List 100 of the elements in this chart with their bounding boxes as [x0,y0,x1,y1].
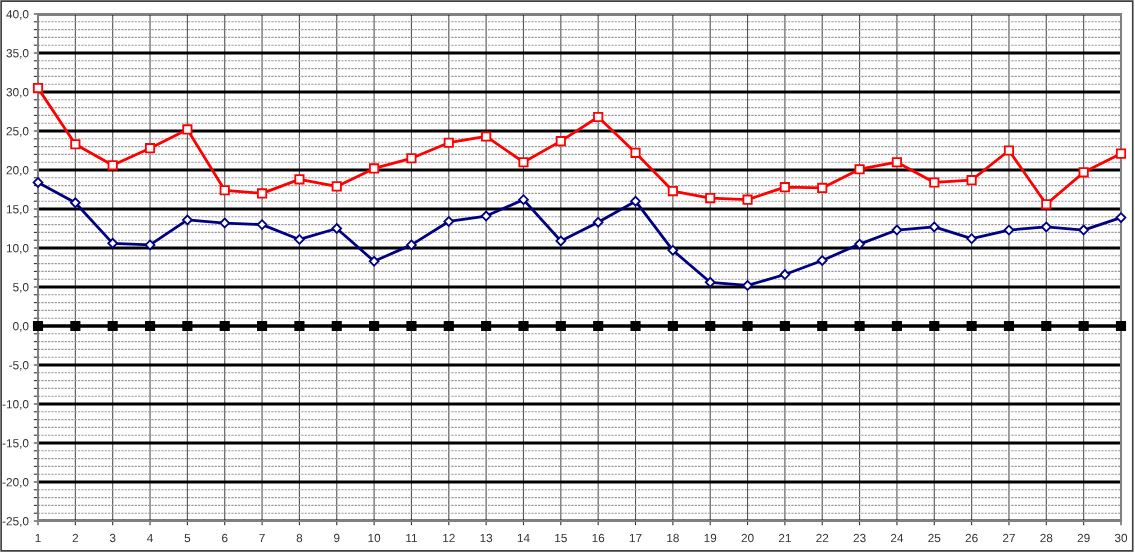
y-tick-label: -5,0 [9,361,29,371]
point [481,131,492,142]
point [1003,224,1015,236]
point [368,255,380,267]
point [555,136,566,147]
point [406,153,417,164]
point [966,175,977,186]
x-tick-label: 13 [480,533,493,543]
y-tick-label: -10,0 [2,400,29,410]
x-tick-label: 1 [35,533,41,543]
point [32,320,44,332]
x-tick-label: 9 [334,533,340,543]
x-tick-label: 25 [928,533,941,543]
point [256,320,268,332]
point [555,235,567,247]
point [667,320,678,332]
point [1003,320,1015,332]
point [966,233,977,244]
x-tick-label: 26 [965,533,978,543]
point [182,320,193,332]
point [779,269,791,280]
point [518,320,529,332]
x-tick-label: 7 [259,533,265,543]
point [32,177,44,188]
x-tick-label: 4 [147,533,153,543]
point [1003,145,1015,156]
y-tick-label: 15,0 [6,205,29,215]
point [705,320,716,332]
point [1041,320,1052,332]
point [854,238,865,250]
point [667,245,679,256]
y-tick-label: 0,0 [13,322,29,332]
point [742,320,753,332]
point [1115,320,1127,332]
x-tick-label: 18 [667,533,679,543]
x-tick-label: 27 [1002,533,1015,543]
point [481,320,492,332]
point [1115,148,1127,159]
point [256,219,268,230]
point [219,320,230,332]
x-tick-label: 12 [443,533,455,543]
point [144,320,156,332]
point [630,147,641,158]
point [331,320,342,332]
y-tick-label: 35,0 [6,49,29,59]
point [966,320,977,332]
x-tick-label: 15 [555,533,567,543]
x-tick-label: 24 [890,533,904,543]
point [107,320,118,332]
point [742,280,753,291]
point [593,111,604,123]
point [854,320,865,332]
point [406,239,417,251]
point [817,182,828,194]
point [369,163,380,174]
point [704,276,716,288]
x-tick-label: 11 [406,533,417,543]
point [1078,320,1089,332]
x-tick-label: 23 [853,533,866,543]
point [443,137,454,148]
point [369,320,380,332]
point [630,320,641,332]
point [443,320,454,332]
y-tick-label: 20,0 [6,166,29,176]
point [1078,224,1089,236]
point [70,139,81,150]
point [518,157,529,168]
point [593,320,604,332]
point [331,223,343,234]
point [331,181,342,192]
point [929,177,940,188]
x-tick-label: 19 [704,533,717,543]
x-tick-label: 29 [1077,533,1090,543]
x-tick-label: 2 [72,533,79,543]
point [406,320,417,332]
point [555,320,566,332]
point [32,83,44,94]
x-tick-label: 8 [296,533,303,543]
y-tick-label: -25,0 [2,517,29,527]
y-tick-label: -15,0 [2,439,29,449]
point [480,210,492,222]
y-tick-label: 5,0 [13,283,29,293]
point [742,194,753,205]
point [107,160,118,171]
y-tick-label: -20,0 [2,478,29,488]
point [817,320,828,332]
point [630,195,641,207]
x-tick-label: 28 [1040,533,1053,543]
point [592,216,604,228]
x-tick-label: 21 [778,533,791,543]
point [779,182,790,193]
point [816,255,828,266]
point [443,216,455,227]
x-tick-label: 16 [592,533,605,543]
point [891,157,903,168]
x-tick-label: 30 [1114,533,1128,543]
point [929,320,940,332]
point [294,234,305,245]
point [1115,212,1127,223]
point [518,194,529,205]
